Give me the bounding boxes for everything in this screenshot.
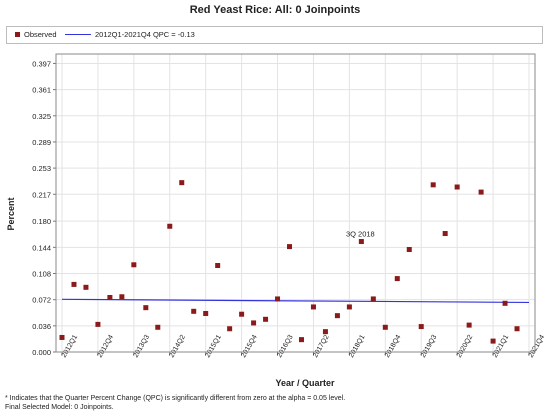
legend-marker-observed	[15, 32, 20, 37]
observed-point	[251, 320, 257, 326]
observed-point	[275, 296, 281, 302]
observed-point	[430, 182, 436, 188]
observed-point	[406, 247, 412, 253]
observed-point	[370, 296, 376, 302]
y-tick-label: 0.072	[32, 296, 51, 305]
observed-point	[418, 324, 424, 330]
observed-point	[155, 324, 161, 330]
observed-point	[502, 300, 508, 306]
y-tick-label: 0.217	[32, 190, 51, 199]
plot-frame	[55, 53, 536, 353]
observed-point	[143, 305, 149, 311]
legend-line-trend	[65, 34, 91, 35]
observed-point	[107, 294, 113, 300]
observed-point	[287, 244, 293, 250]
footnote: * Indicates that the Quarter Percent Cha…	[5, 395, 345, 412]
observed-point	[59, 334, 65, 340]
observed-point	[179, 180, 185, 186]
x-tick-label: 2013Q3	[133, 334, 152, 359]
y-tick-label: 0.144	[32, 243, 51, 252]
observed-point	[83, 284, 89, 290]
observed-point	[442, 231, 448, 237]
observed-point	[95, 321, 101, 327]
x-tick-label: 2020Q2	[456, 334, 475, 359]
x-tick-label: 2016Q3	[276, 334, 295, 359]
observed-point	[203, 310, 209, 316]
observed-point	[131, 262, 137, 268]
x-tick-label: 2015Q4	[240, 334, 259, 359]
legend-label-trend: 2012Q1-2021Q4 QPC = -0.13	[95, 30, 195, 39]
annotation-label: 3Q 2018	[346, 230, 375, 239]
trend-line	[61, 298, 530, 304]
observed-point	[478, 189, 484, 195]
observed-point	[394, 276, 400, 282]
observed-point	[191, 308, 197, 314]
legend-item-observed: Observed	[15, 30, 57, 39]
x-axis-label: Year / Quarter	[275, 378, 335, 388]
y-axis-label: Percent	[6, 197, 16, 230]
footnote-line-1: * Indicates that the Quarter Percent Cha…	[5, 395, 346, 402]
observed-point	[514, 326, 520, 332]
observed-point	[466, 322, 472, 328]
observed-point	[71, 281, 77, 287]
observed-point	[358, 239, 364, 245]
footnote-line-2: Final Selected Model: 0 Joinpoints.	[5, 403, 114, 411]
observed-point	[382, 324, 388, 330]
x-tick-label: 2021Q4	[528, 334, 547, 359]
observed-point	[454, 184, 460, 190]
legend-label-observed: Observed	[24, 30, 57, 39]
x-tick-label: 2015Q1	[204, 334, 223, 359]
y-tick-label: 0.325	[32, 112, 51, 121]
y-tick-label: 0.253	[32, 164, 51, 173]
y-tick-label: 0.108	[32, 270, 51, 279]
x-tick-label: 2014Q2	[168, 334, 187, 359]
observed-point	[167, 223, 173, 229]
observed-point	[119, 294, 125, 300]
y-tick-label: 0.361	[32, 86, 51, 95]
x-tick-label: 2018Q1	[348, 334, 367, 359]
chart-title: Red Yeast Rice: All: 0 Joinpoints	[189, 4, 361, 16]
observed-points	[59, 180, 520, 344]
observed-point	[322, 329, 328, 335]
x-tick-label: 2012Q4	[97, 334, 116, 359]
y-tick-label: 0.397	[32, 59, 51, 68]
observed-point	[298, 337, 304, 343]
grid-lines	[56, 54, 535, 353]
y-ticks: 0.000 0.036 0.072 0.108 0.144 0.180 0.217 0.253…	[32, 59, 56, 357]
y-tick-label: 0.000	[32, 348, 51, 357]
observed-point	[263, 316, 269, 322]
observed-point	[346, 304, 352, 310]
annotations: 3Q 2018	[346, 230, 375, 239]
observed-point	[227, 326, 233, 332]
observed-point	[334, 313, 340, 319]
legend-item-trend: 2012Q1-2021Q4 QPC = -0.13	[65, 30, 195, 39]
x-tick-label: 2018Q4	[384, 334, 403, 359]
observed-point	[239, 311, 245, 317]
observed-point	[215, 263, 221, 269]
x-tick-label: 2017Q2	[312, 334, 331, 359]
observed-point	[310, 304, 316, 310]
x-tick-label: 2021Q1	[492, 334, 511, 359]
x-tick-label: 2019Q3	[420, 334, 439, 359]
trend-line-group	[61, 298, 530, 304]
y-tick-label: 0.180	[32, 217, 51, 226]
observed-point	[490, 338, 496, 344]
chart-legend: Observed 2012Q1-2021Q4 QPC = -0.13	[6, 26, 543, 44]
y-tick-label: 0.036	[32, 322, 51, 331]
y-tick-label: 0.289	[32, 138, 51, 147]
